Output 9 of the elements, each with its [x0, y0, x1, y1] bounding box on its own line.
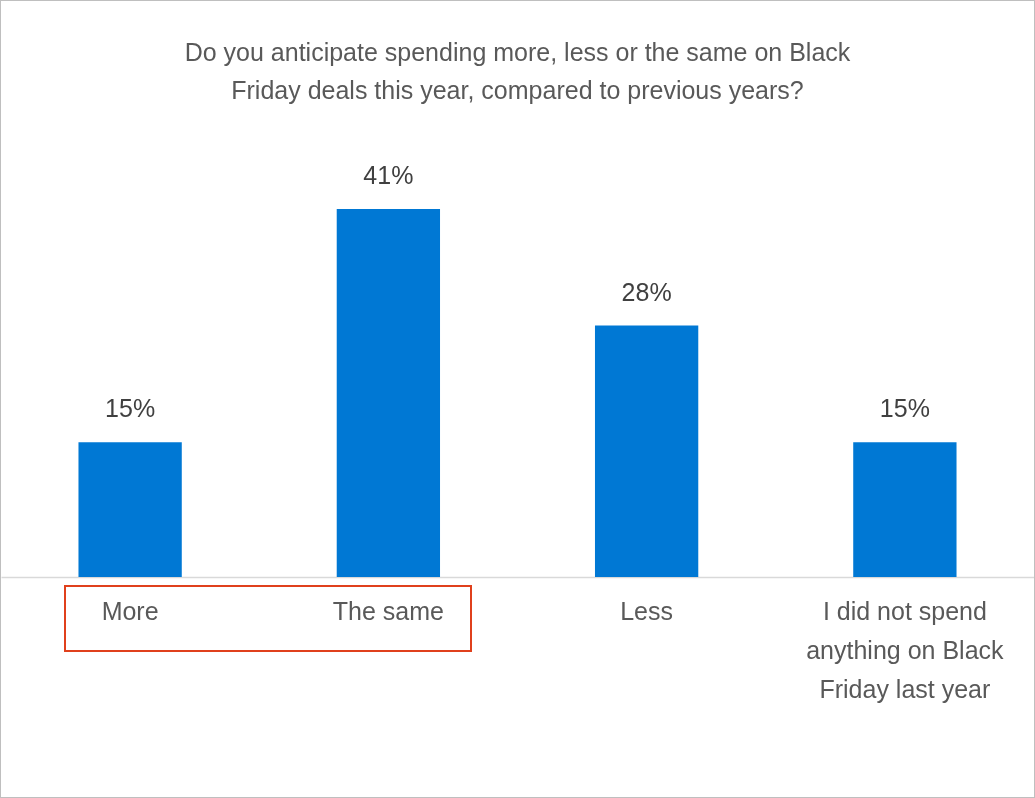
data-label: 41% — [363, 160, 414, 189]
x-tick-label: I did not spend anything on Black Friday last year — [806, 596, 1005, 703]
x-tick-label: Less — [620, 596, 674, 625]
chart-title: Do you anticipate spending more, less or the same on Black Friday deals this year, compared to previous years? — [184, 37, 851, 104]
x-tick-label: More — [101, 596, 159, 625]
data-label: 15% — [105, 394, 156, 423]
data-label: 28% — [621, 277, 672, 306]
data-label: 15% — [879, 394, 930, 423]
x-tick-label: The same — [332, 596, 444, 625]
